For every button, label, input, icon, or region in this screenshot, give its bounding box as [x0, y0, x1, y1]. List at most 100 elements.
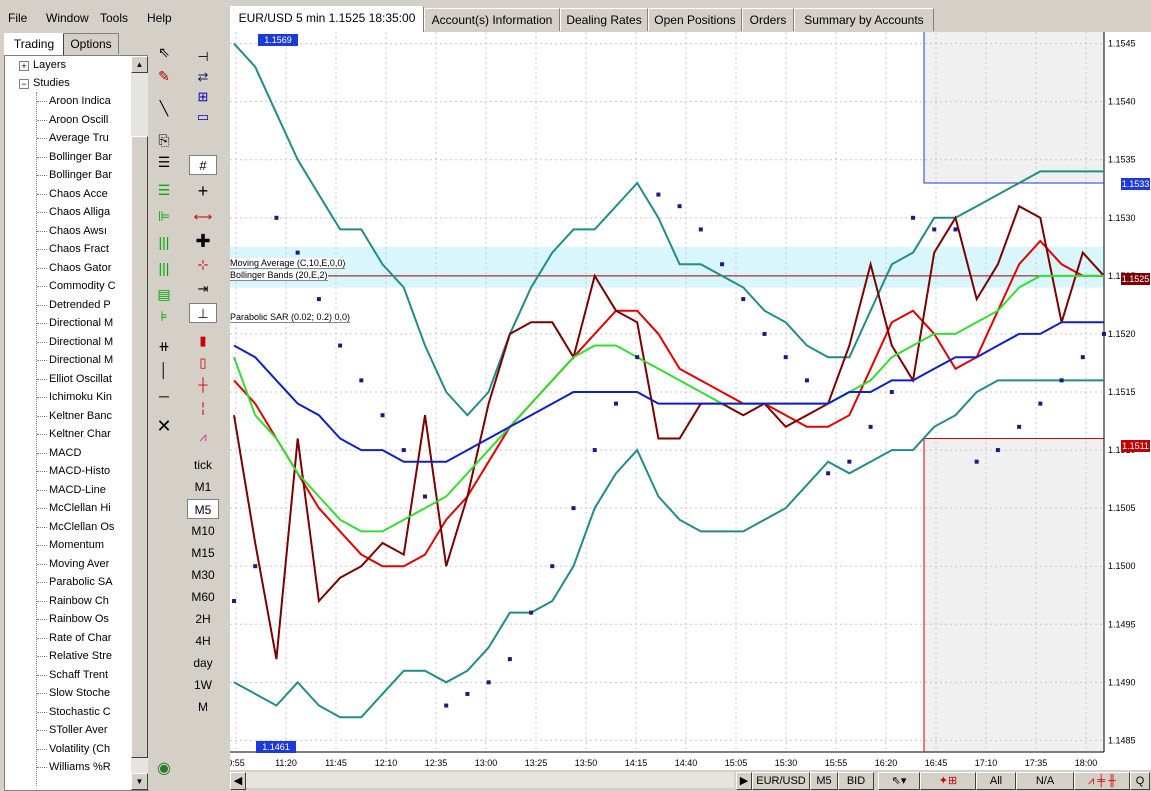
line-chart-icon[interactable]: ⩘ [199, 429, 207, 444]
copy-icon[interactable]: ⎘ [158, 132, 170, 148]
study-item[interactable]: McClellan Os [36, 518, 114, 536]
study-item[interactable]: Stochastic C [37, 703, 111, 721]
scroll-down-icon[interactable]: ▼ [131, 773, 148, 790]
tab-dealing-rates[interactable]: Dealing Rates [560, 8, 648, 31]
arrow-cursor-icon[interactable]: ⇖ [158, 44, 170, 60]
study-item[interactable]: Rainbow Ch [37, 592, 109, 610]
cursor-mode-icon[interactable]: ⇖▾ [878, 772, 920, 790]
menu-file[interactable]: File [8, 11, 28, 25]
study-item[interactable]: Bollinger Bar [37, 148, 112, 166]
study-item[interactable]: Directional M [36, 351, 113, 369]
study-item[interactable]: Chaos Gator [36, 259, 111, 277]
tick-bar-icon[interactable]: ╎ [199, 401, 207, 416]
study-item[interactable]: Parabolic SA [37, 573, 113, 591]
study-item[interactable]: Chaos Fract [37, 240, 109, 258]
price-chart[interactable]: 0:55 11:20 11:45 12:10 12:35 13:00 13:25 13:50 1… [227, 32, 1151, 770]
study-item[interactable]: Commodity C [37, 277, 116, 295]
properties-icon[interactable]: ☰ [157, 154, 171, 170]
timeframe-m60[interactable]: M60 [191, 590, 215, 604]
hollow-candle-icon[interactable]: ▯ [199, 355, 207, 370]
study-item[interactable]: SToller Aver [37, 721, 108, 739]
legend-bollinger-bands[interactable]: Bollinger Bands (20,E,2) [230, 270, 328, 281]
study-item[interactable]: Chaos Alliga [36, 203, 110, 221]
study-item[interactable]: Moving Aver [36, 555, 109, 573]
study-item[interactable]: Directional M [36, 314, 113, 332]
timeframe-day[interactable]: day [193, 656, 213, 670]
symbol-selector[interactable]: EUR/USD [752, 772, 810, 790]
menu-help[interactable]: Help [147, 11, 172, 25]
study-item[interactable]: Momentum [36, 536, 104, 554]
horizontal-line-icon[interactable]: ─ [159, 388, 169, 404]
legend-moving-average[interactable]: Moving Average (C,10,E,0,0) [230, 258, 346, 269]
grid-layout-icon[interactable]: ⊞ [197, 89, 209, 104]
legend-parabolic-sar[interactable]: Parabolic SAR (0.02; 0.2) 0,0) [230, 312, 351, 323]
study-item[interactable]: Ichimoku Kin [37, 388, 112, 406]
tab-trading[interactable]: Trading [4, 33, 64, 55]
cross-arrow-icon[interactable]: ⟷ [193, 209, 213, 224]
study-item[interactable]: McClellan Hi [37, 499, 111, 517]
timeframe-m15[interactable]: M15 [191, 546, 215, 560]
study-item[interactable]: Elliot Oscillat [37, 370, 112, 388]
price-side-selector[interactable]: BID [838, 772, 874, 790]
scroll-up-icon[interactable]: ▲ [131, 56, 148, 73]
scroll-right-icon[interactable]: ▶ [736, 772, 752, 790]
fib-retracement-icon[interactable]: ☰ [157, 182, 171, 198]
crosshair-icon[interactable]: + [197, 181, 209, 201]
study-item[interactable]: MACD [36, 444, 81, 462]
chart-style-icon[interactable]: ⩘ ╪ ╫ [1074, 772, 1130, 790]
tree-scrollbar[interactable]: ▲ ▼ [131, 56, 148, 790]
study-tools-icon[interactable]: ✦⊞ [920, 772, 976, 790]
collapse-studies-icon[interactable]: − [19, 79, 29, 89]
tree-item-layers[interactable]: Layers [33, 59, 67, 71]
study-item[interactable]: Slow Stoche [36, 684, 110, 702]
menu-tools[interactable]: Tools [100, 11, 129, 25]
study-item[interactable]: Average Tru [37, 129, 109, 147]
text-marker-icon[interactable]: ✎ [158, 68, 170, 84]
timeframe-4h[interactable]: 4H [195, 634, 211, 648]
filter-all-button[interactable]: All [976, 772, 1016, 790]
study-item[interactable]: Chaos Awsı [37, 222, 107, 240]
timeframe-m10[interactable]: M10 [191, 524, 215, 538]
scroll-thumb[interactable] [131, 136, 148, 758]
study-item[interactable]: Aroon Indica [37, 92, 111, 110]
grid-icon[interactable]: # [189, 155, 217, 175]
study-item[interactable]: Directional M [36, 333, 113, 351]
expand-layers-icon[interactable]: + [19, 61, 29, 71]
timeframe-m[interactable]: M [198, 700, 208, 714]
line-draw-icon[interactable]: ╲ [159, 100, 169, 116]
timeframe-selector[interactable]: M5 [810, 772, 838, 790]
study-item[interactable]: Detrended P [37, 296, 111, 314]
menu-window[interactable]: Window [46, 11, 89, 25]
swap-icon[interactable]: ⇄ [197, 69, 209, 84]
tab-orders[interactable]: Orders [742, 8, 794, 31]
range-icon[interactable]: ⊥ [189, 303, 217, 323]
tab-chart-eurusd[interactable]: EUR/USD 5 min 1.1525 18:35:00 [230, 6, 424, 32]
study-item[interactable]: Schaff Trent [36, 666, 108, 684]
cycle-lines-icon[interactable]: ⧺ [158, 338, 170, 354]
timeframe-m5[interactable]: M5 [187, 499, 219, 519]
timeframe-2h[interactable]: 2H [195, 612, 211, 626]
cross-icon[interactable]: ✚ [195, 231, 211, 251]
vertical-line-icon[interactable]: │ [159, 362, 169, 378]
timeframe-m30[interactable]: M30 [191, 568, 215, 582]
study-item[interactable]: MACD-Line [37, 481, 106, 499]
study-item[interactable]: Aroon Oscill [36, 111, 108, 129]
study-item[interactable]: MACD-Histo [36, 462, 110, 480]
single-layout-icon[interactable]: ▭ [196, 109, 210, 124]
gann-fan-icon[interactable]: ▤ [157, 286, 171, 302]
fib-fan-icon[interactable]: ⊫ [157, 208, 171, 224]
quote-button[interactable]: Q [1130, 772, 1150, 790]
fib-timezones-icon[interactable]: ||| [158, 260, 170, 276]
timeframe-m1[interactable]: M1 [194, 480, 212, 494]
pin-icon[interactable]: ⊣ [197, 49, 209, 64]
timeframe-tick[interactable]: tick [194, 458, 212, 472]
chart-hscroll-track[interactable] [246, 772, 734, 788]
chart-canvas[interactable]: 0:55 11:20 11:45 12:10 12:35 13:00 13:25 13:50 1… [227, 32, 1151, 770]
tree-item-studies[interactable]: Studies [33, 77, 70, 89]
tab-open-positions[interactable]: Open Positions [648, 8, 742, 31]
delete-icon[interactable]: ✕ [156, 416, 172, 436]
study-item[interactable]: Chaos Acce [37, 185, 108, 203]
study-item[interactable]: Volatility (Ch [36, 740, 110, 758]
cross-red-icon[interactable]: ⊹ [197, 257, 209, 272]
study-item[interactable]: Bollinger Bar [37, 166, 112, 184]
